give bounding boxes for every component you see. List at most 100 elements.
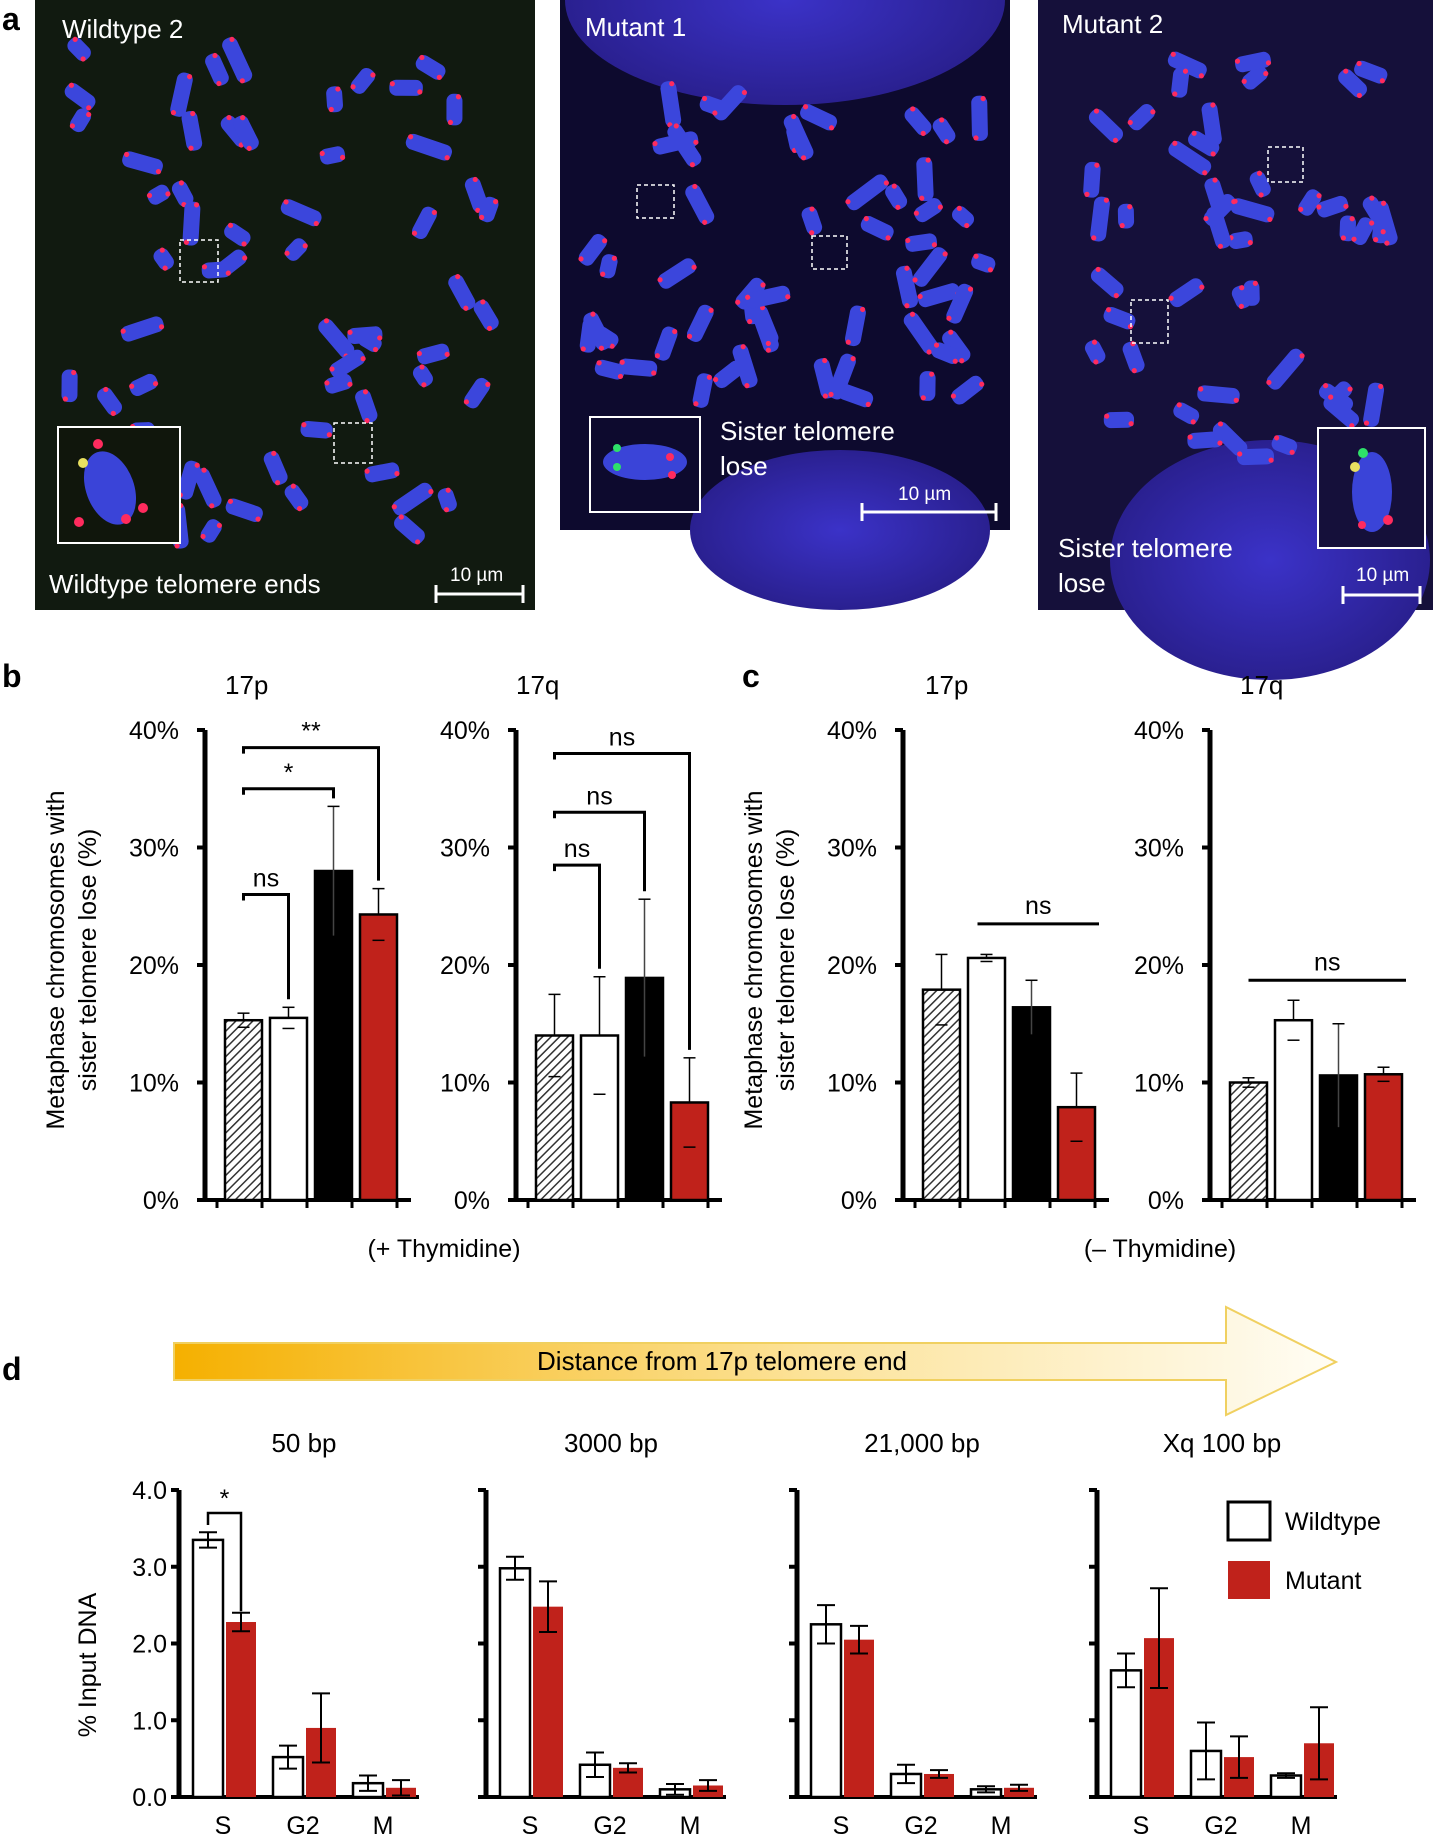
panel-letter-a: a [2,1,20,37]
telomere-dot [479,214,485,220]
significance-label: ns [1314,948,1340,976]
telomere-dot [609,343,615,349]
chromosome [1362,195,1393,235]
y-tick-label: 10% [440,1070,490,1098]
telomere-dot [1328,394,1334,400]
chromosome-body [895,265,918,309]
telomere-dot [939,117,945,123]
telomere-dot [227,222,234,228]
telomere-dot [324,380,330,386]
telomere-dot [1105,307,1112,313]
chromosome [67,36,91,62]
telomere-dot [926,349,932,355]
chart-title: 3000 bp [564,1428,658,1458]
chromosome [329,349,366,379]
telomere-dot [596,360,602,366]
telomere-dot [86,105,92,111]
chromosome [171,180,194,208]
legend-label-mutant: Mutant [1285,1567,1361,1595]
chromosome-body [828,353,856,400]
chromosome-body [473,299,499,331]
telomere-dot [708,307,714,313]
chromosome-body [122,151,163,175]
chromosome-body [1249,171,1271,198]
x-tick-label: S [215,1812,232,1838]
chromosome [473,299,499,332]
telomere-dot [712,376,719,383]
chromosome [300,421,333,439]
chromosome-body [946,283,974,324]
bar [579,1034,620,1202]
y-tick-label: 40% [129,717,179,745]
chromosome-body [300,421,333,439]
chromosome [942,329,971,364]
telomere-dot [919,195,925,201]
telomere-dot [183,239,190,245]
chromosome-body [129,373,158,397]
chromosome [912,247,948,287]
legend-swatch-mutant [1228,1561,1270,1599]
telomere-dot [1369,195,1375,201]
telomere-dot [1198,386,1204,392]
chromosome [800,104,838,131]
telomere-dot [364,468,370,474]
telomere-dot [178,180,185,186]
telomere-dot [209,503,215,509]
telomere-dot [328,106,334,113]
telomere-dot [1252,280,1258,286]
chromosome-body [329,349,366,379]
chromosome [1241,65,1269,90]
chart-title: 17p [925,670,968,700]
telomere-dot [436,74,442,80]
y-tick-label: 3.0 [132,1554,167,1582]
chromosome [200,519,222,543]
significance-label: * [284,759,294,787]
chromosome-body [1171,67,1190,98]
x-tick-label: M [1291,1812,1312,1838]
telomere-dot [1210,102,1216,108]
chromosome [1212,421,1248,457]
telomere-dot [1231,199,1237,205]
telomere-dot [973,135,979,141]
telomere-dot [372,346,379,353]
chromosome [391,482,434,516]
telomere-dot [411,230,418,236]
telomere-dot [1187,434,1193,440]
telomere-dot [165,191,171,197]
telomere-dot [415,539,421,545]
telomere-dot [883,180,889,186]
chromosome-body [1122,341,1145,373]
chromosome-body [1228,231,1253,250]
chromosome-body [1362,196,1393,234]
chromosome-body [837,384,874,408]
scale-label: 10 µm [1356,565,1409,586]
telomere-dot [959,358,965,364]
telomere-dot [296,505,303,512]
telomere-dot [391,504,397,510]
telomere-dot [447,119,454,125]
chromosome-body [1117,203,1135,229]
chart-title: 17q [1240,670,1283,700]
chromosome [394,514,425,545]
telomere-dot [891,183,897,189]
telomere-dot [964,222,970,229]
chromosome [904,106,932,137]
bar-mutant [226,1622,256,1797]
telomere-dot [967,286,974,292]
telomere-dot [1172,140,1178,146]
telomere-dot [201,264,208,270]
telomere-dot [146,192,153,199]
chromosome-body [660,81,682,128]
chromosome-body [232,115,259,151]
y-tick-label: 0% [143,1187,179,1215]
micrograph-title: Mutant 1 [585,12,686,42]
telomere-dot [1274,435,1280,441]
telomere-dot [654,353,661,359]
chromosome-body [1090,196,1110,242]
arrow-label: Distance from 17p telomere end [537,1346,907,1376]
telomere-dot [493,199,499,205]
chromosome-body [1212,421,1248,457]
bar [1228,1081,1269,1202]
chromosome [583,311,612,351]
chromosome-body [917,283,961,308]
